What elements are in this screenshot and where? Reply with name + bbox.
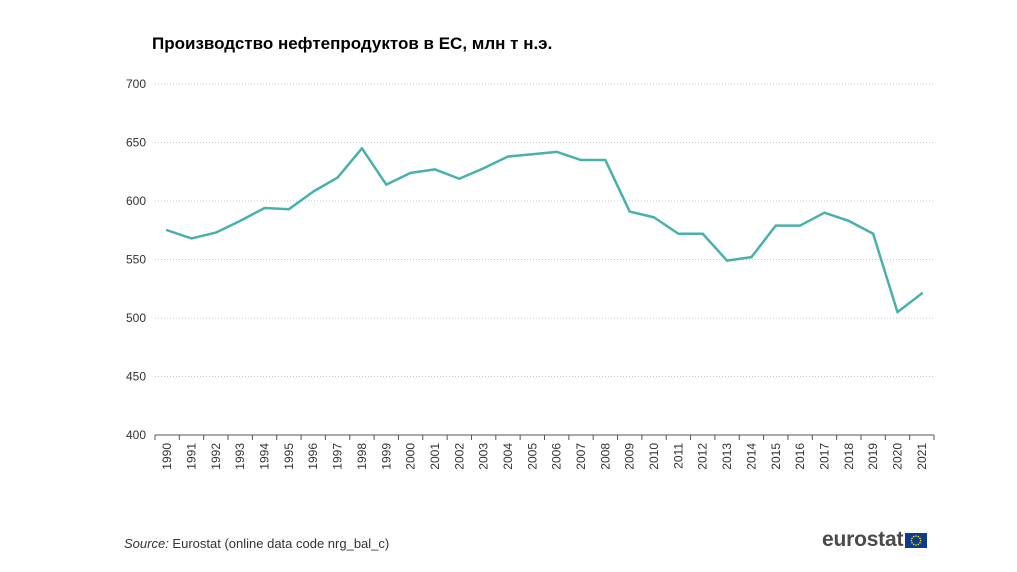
x-tick-label: 2010	[647, 443, 661, 470]
data-point	[214, 231, 218, 234]
x-tick-label: 2015	[769, 443, 783, 470]
x-tick-label: 2012	[696, 443, 710, 470]
data-point	[555, 150, 558, 154]
x-tick-label: 2009	[623, 443, 637, 470]
x-tick-label: 1993	[233, 443, 247, 470]
x-tick-label: 2002	[452, 443, 466, 470]
x-tick-label: 2021	[915, 443, 929, 470]
data-point	[506, 155, 510, 158]
data-point	[750, 255, 753, 259]
y-tick-label: 700	[126, 77, 146, 91]
data-point	[798, 224, 802, 227]
data-point	[165, 229, 169, 232]
series-line	[165, 147, 924, 314]
data-point	[409, 171, 412, 175]
x-tick-label: 1990	[160, 443, 174, 470]
y-tick-label: 400	[126, 428, 146, 442]
source-text: Eurostat (online data code nrg_bal_c)	[168, 536, 390, 551]
x-tick-label: 2000	[404, 443, 418, 470]
chart-title: Производство нефтепродуктов в ЕС, млн т …	[152, 34, 553, 53]
data-point	[628, 210, 631, 213]
source-note: Source: Eurostat (online data code nrg_b…	[124, 536, 389, 551]
x-tick-label: 2005	[525, 443, 539, 470]
data-point	[385, 183, 388, 186]
eurostat-logo-text: eurostat	[822, 528, 904, 551]
eu-flag-icon	[905, 532, 928, 548]
data-point	[433, 168, 437, 171]
x-tick-label: 2007	[574, 443, 588, 470]
data-point	[579, 158, 583, 162]
x-tick-label: 2013	[720, 443, 734, 470]
data-point	[652, 216, 656, 219]
x-tick-label: 2018	[842, 443, 856, 470]
y-tick-label: 650	[126, 136, 146, 150]
y-tick-label: 600	[126, 194, 146, 208]
x-tick-label: 2006	[550, 443, 564, 470]
y-tick-label: 550	[126, 253, 146, 267]
data-point	[190, 237, 193, 240]
eurostat-logo: eurostat	[822, 528, 928, 552]
x-tick-label: 1996	[306, 443, 320, 470]
x-tick-label: 2016	[793, 443, 807, 470]
data-point	[871, 232, 875, 235]
data-point	[287, 207, 291, 211]
data-point	[701, 232, 704, 235]
data-point	[823, 211, 826, 214]
y-tick-label: 450	[126, 370, 146, 384]
data-point	[677, 232, 680, 235]
data-point	[336, 176, 339, 179]
data-point	[458, 177, 461, 180]
line-chart: 400 450 500 550 600 650 700 1990 1991 1992 1993 199…	[126, 77, 935, 470]
data-point	[847, 219, 850, 223]
data-point	[482, 167, 485, 170]
x-tick-label: 2019	[866, 443, 880, 470]
data-point	[263, 206, 266, 210]
x-tick-label: 2020	[890, 443, 904, 470]
data-point	[312, 190, 315, 193]
data-point	[920, 292, 924, 295]
data-point	[239, 219, 242, 223]
x-tick-label: 1997	[331, 443, 345, 470]
y-tick-label: 500	[126, 311, 146, 325]
x-tick-label: 1991	[185, 443, 199, 470]
x-tick-label: 1998	[355, 443, 369, 470]
x-tick-label: 2011	[671, 443, 685, 469]
x-tick-label: 1999	[379, 443, 393, 470]
x-tick-label: 1995	[282, 443, 296, 470]
source-label: Source:	[124, 536, 169, 551]
data-point	[360, 147, 364, 150]
data-point	[896, 310, 899, 314]
data-point	[604, 158, 607, 162]
x-tick-label: 2014	[744, 443, 758, 470]
x-tick-label: 2004	[501, 443, 515, 470]
x-tick-label: 2001	[428, 443, 442, 470]
data-point	[531, 153, 534, 156]
data-point	[774, 224, 777, 227]
x-tick-label: 2017	[817, 443, 831, 470]
x-tick-label: 1994	[258, 443, 272, 470]
x-tick-label: 2008	[598, 443, 612, 470]
x-tick-label: 2003	[477, 443, 491, 470]
x-tick-label: 1992	[209, 443, 223, 470]
data-point	[725, 259, 729, 262]
